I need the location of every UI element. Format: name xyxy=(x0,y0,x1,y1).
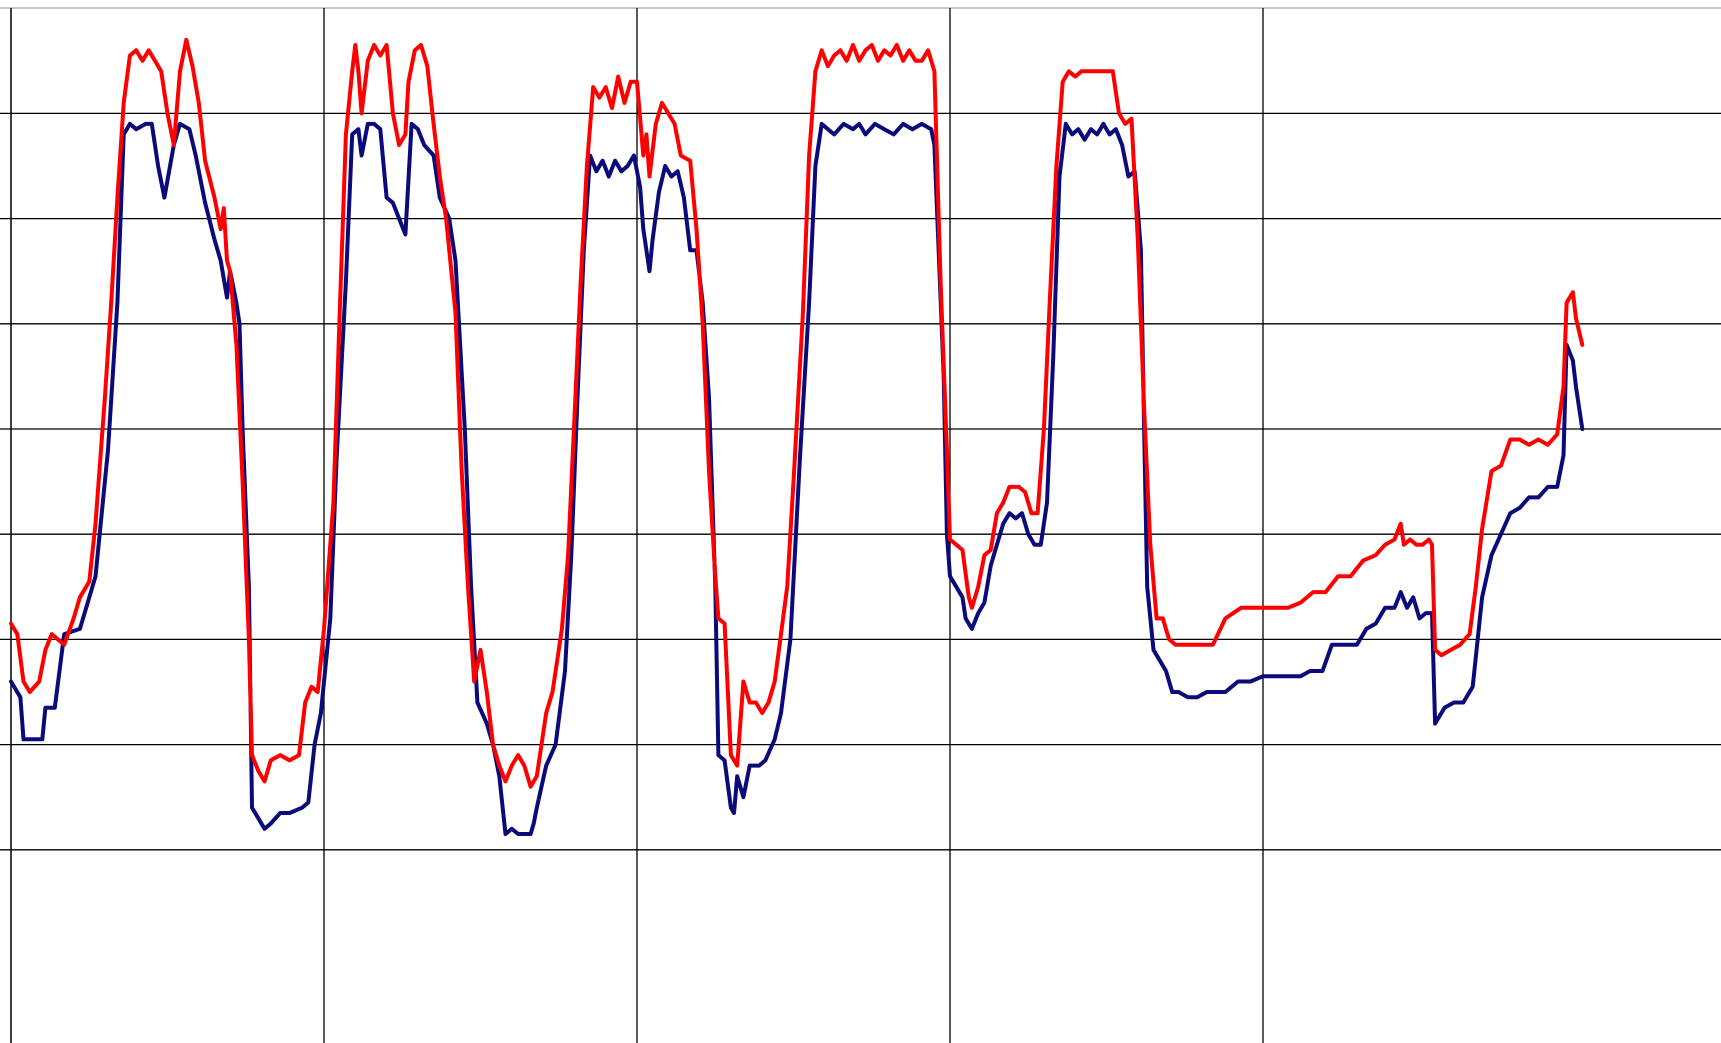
series-line-1 xyxy=(9,121,1585,836)
series-line-2 xyxy=(9,37,1585,789)
series-lines xyxy=(9,37,1585,836)
